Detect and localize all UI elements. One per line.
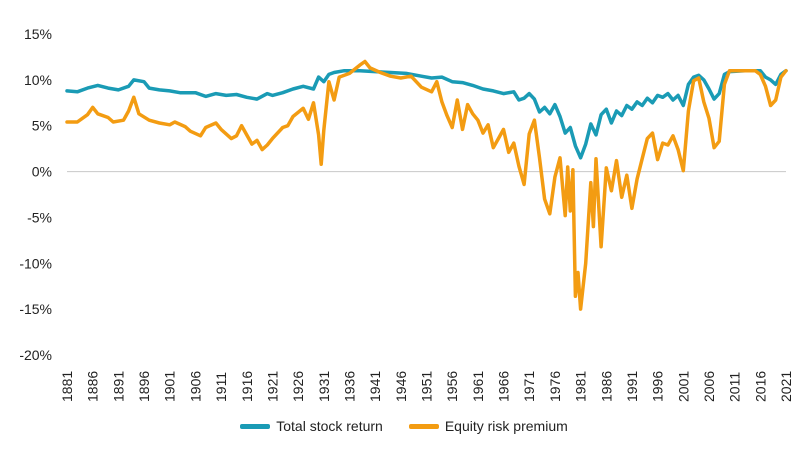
x-tick-label: 1931	[316, 371, 332, 402]
x-tick-label: 1946	[393, 371, 409, 402]
x-tick-label: 2016	[752, 371, 768, 402]
y-tick-label: 15%	[24, 26, 52, 42]
x-tick-label: 1936	[341, 371, 357, 402]
x-tick-label: 1961	[470, 371, 486, 402]
y-tick-label: -10%	[19, 255, 52, 271]
x-tick-label: 1921	[264, 371, 280, 402]
y-tick-label: 5%	[32, 118, 52, 134]
x-tick-label: 2006	[701, 371, 717, 402]
x-tick-label: 2021	[778, 371, 794, 402]
x-tick-label: 1926	[290, 371, 306, 402]
y-tick-label: 0%	[32, 164, 52, 180]
series-line-equity-risk-premium	[65, 59, 788, 311]
y-tick-label: 10%	[24, 72, 52, 88]
x-tick-label: 1971	[521, 371, 537, 402]
x-tick-label: 1941	[367, 371, 383, 402]
series-line-total-stock-return	[65, 68, 788, 160]
legend-label-equity-risk-premium: Equity risk premium	[444, 418, 568, 434]
x-axis-ticks: 1881 1886 1891 1896 1901 1906 1911 1916 1921 1926…	[59, 371, 794, 402]
y-tick-label: -20%	[19, 347, 52, 363]
x-tick-label: 1911	[213, 372, 229, 402]
x-tick-label: 1891	[110, 371, 126, 402]
legend-item-total-stock-return: Total stock return	[240, 418, 383, 434]
y-axis-ticks: 15% 10% 5% 0% -5% -10% -15% -20%	[19, 26, 52, 363]
x-tick-label: 1966	[496, 371, 512, 402]
legend: Total stock return Equity risk premium	[0, 418, 808, 434]
x-tick-label: 1981	[573, 371, 589, 402]
x-tick-label: 2011	[727, 372, 743, 402]
line-chart: 15%10%5%0%-5%-10%-15%-20% 1881 1886 1891 18…	[19, 26, 794, 402]
x-tick-label: 1991	[624, 371, 640, 402]
x-tick-label: 1956	[444, 371, 460, 402]
legend-swatch-equity-risk-premium	[408, 423, 439, 429]
x-tick-label: 1951	[419, 371, 435, 402]
series-lines	[65, 59, 788, 311]
legend-label-total-stock-return: Total stock return	[276, 418, 383, 434]
x-tick-label: 1906	[187, 371, 203, 402]
x-tick-label: 1896	[136, 371, 152, 402]
x-tick-label: 1881	[59, 371, 75, 402]
x-tick-label: 1986	[598, 371, 614, 402]
y-tick-label: -15%	[19, 301, 52, 317]
x-tick-label: 2001	[675, 371, 691, 402]
y-tick-label: -5%	[27, 209, 52, 225]
x-tick-label: 1901	[162, 371, 178, 402]
legend-swatch-total-stock-return	[240, 423, 271, 429]
x-tick-label: 1886	[85, 371, 101, 402]
legend-item-equity-risk-premium: Equity risk premium	[408, 418, 568, 434]
x-tick-label: 1916	[239, 371, 255, 402]
x-tick-label: 1976	[547, 371, 563, 402]
x-tick-label: 1996	[650, 371, 666, 402]
